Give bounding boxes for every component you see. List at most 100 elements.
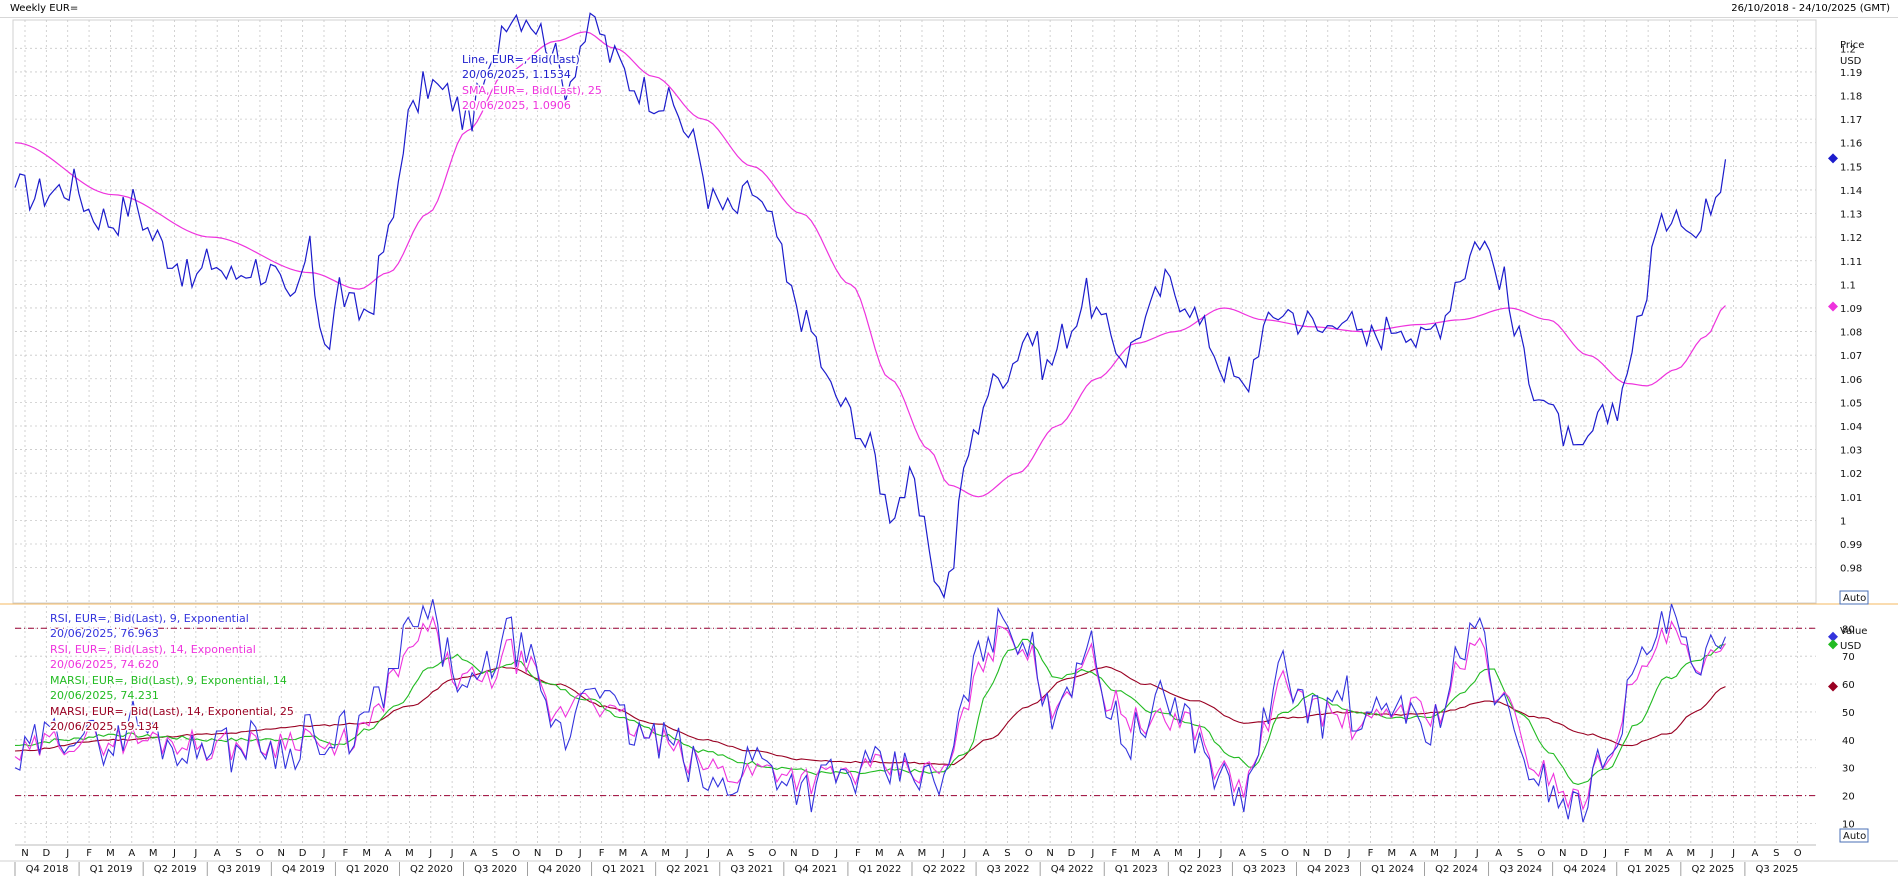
- rsi-tick-label: 40: [1842, 736, 1855, 747]
- rsi-tick-label: 10: [1842, 819, 1855, 830]
- month-tick-label: F: [1368, 848, 1374, 859]
- price-tick-label: 1.12: [1840, 233, 1862, 244]
- month-tick-label: M: [1131, 848, 1140, 859]
- month-tick-label: M: [1174, 848, 1183, 859]
- date-range-label: 26/10/2018 - 24/10/2025 (GMT): [1731, 3, 1890, 14]
- month-tick-label: J: [1475, 848, 1479, 859]
- month-tick-label: D: [811, 848, 819, 859]
- price-auto-scale-button: [1839, 590, 1869, 605]
- month-tick-label: O: [1281, 848, 1289, 859]
- chart-legends: Line, EUR=, Bid(Last) 20/06/2025, 1.1534 S…: [49, 52, 604, 735]
- month-tick-label: O: [1537, 848, 1545, 859]
- price-tick-label: 1.01: [1840, 493, 1862, 504]
- price-auto-scale-label: Auto: [1843, 593, 1866, 604]
- price-legend-value: 20/06/2025, 1.1534: [462, 68, 571, 81]
- quarter-tick-label: Q4 2021: [794, 864, 837, 875]
- month-tick-label: A: [1495, 848, 1502, 859]
- quarter-tick-label: Q1 2021: [602, 864, 645, 875]
- month-tick-label: J: [578, 848, 582, 859]
- quarter-tick-label: Q3 2023: [1243, 864, 1286, 875]
- month-tick-label: D: [1068, 848, 1076, 859]
- month-tick-label: M: [1644, 848, 1653, 859]
- rsi-legend-value: 20/06/2025, 74.620: [50, 658, 159, 671]
- price-legend-label: Line, EUR=, Bid(Last): [462, 53, 580, 66]
- rsi-axis-title: Value: [1840, 626, 1867, 637]
- month-tick-label: N: [1559, 848, 1566, 859]
- rsi-9-line: [14, 599, 1727, 823]
- month-tick-label: F: [599, 848, 605, 859]
- month-tick-label: J: [172, 848, 176, 859]
- quarter-tick-label: Q2 2025: [1691, 864, 1734, 875]
- price-tick-label: 1.18: [1840, 92, 1862, 103]
- quarter-tick-label: Q1 2025: [1627, 864, 1670, 875]
- rsi-tick-label: 50: [1842, 708, 1855, 719]
- price-legend-label: SMA, EUR=, Bid(Last), 25: [462, 84, 602, 97]
- rsi-legend-label: RSI, EUR=, Bid(Last), 9, Exponential: [50, 612, 249, 625]
- month-tick-label: M: [661, 848, 670, 859]
- quarter-tick-label: Q4 2022: [1051, 864, 1094, 875]
- month-tick-label: M: [918, 848, 927, 859]
- price-tick-label: 1.16: [1840, 139, 1862, 150]
- price-tick-label: 1.2: [1840, 44, 1856, 55]
- month-tick-label: M: [149, 848, 158, 859]
- price-panel-frame: [12, 19, 1817, 604]
- month-tick-label: O: [1025, 848, 1033, 859]
- month-tick-label: J: [1197, 848, 1201, 859]
- quarter-tick-label: Q3 2021: [730, 864, 773, 875]
- month-tick-label: S: [235, 848, 241, 859]
- quarter-tick-label: Q3 2020: [474, 864, 517, 875]
- price-tick-label: 1.1: [1840, 280, 1856, 291]
- price-tick-label: 1.06: [1840, 375, 1862, 386]
- month-tick-label: F: [86, 848, 92, 859]
- month-tick-label: A: [1410, 848, 1417, 859]
- month-tick-label: N: [21, 848, 28, 859]
- price-tick-label: 0.98: [1840, 564, 1862, 575]
- month-tick-label: O: [1794, 848, 1802, 859]
- month-tick-label: N: [1046, 848, 1053, 859]
- rsi-14-line: [14, 615, 1726, 811]
- month-tick-label: J: [962, 848, 966, 859]
- month-tick-label: A: [470, 848, 477, 859]
- month-tick-label: M: [1687, 848, 1696, 859]
- month-tick-label: J: [65, 848, 69, 859]
- month-tick-label: J: [685, 848, 689, 859]
- month-tick-label: M: [362, 848, 371, 859]
- price-tick-label: 1.05: [1840, 398, 1862, 409]
- month-tick-label: A: [1239, 848, 1246, 859]
- price-panel: [14, 12, 1727, 600]
- month-tick-label: J: [1731, 848, 1735, 859]
- month-tick-label: N: [1303, 848, 1310, 859]
- price-tick-label: 1.08: [1840, 328, 1862, 339]
- rsi-tick-label: 80: [1842, 624, 1855, 635]
- price-tick-label: 1.04: [1840, 422, 1862, 433]
- rsi-auto-scale-button: [1839, 828, 1869, 843]
- month-tick-label: A: [1153, 848, 1160, 859]
- price-tick-label: 1.17: [1840, 115, 1862, 126]
- month-tick-label: A: [1666, 848, 1673, 859]
- month-tick-label: J: [1219, 848, 1223, 859]
- month-tick-label: J: [1090, 848, 1094, 859]
- last-marsi14-marker: [1828, 681, 1838, 692]
- month-tick-label: J: [322, 848, 326, 859]
- month-tick-label: S: [1773, 848, 1779, 859]
- rsi-axis-unit: USD: [1840, 641, 1862, 652]
- rsi-panel: [14, 599, 1727, 823]
- month-tick-label: N: [790, 848, 797, 859]
- quarter-tick-label: Q1 2024: [1371, 864, 1414, 875]
- month-tick-label: A: [983, 848, 990, 859]
- month-tick-label: J: [1347, 848, 1351, 859]
- quarter-tick-label: Q3 2019: [218, 864, 261, 875]
- rsi-legend-value: 20/06/2025, 59.134: [50, 720, 159, 733]
- rsi-legend-label: RSI, EUR=, Bid(Last), 14, Exponential: [50, 643, 256, 656]
- quarter-tick-label: Q3 2022: [987, 864, 1030, 875]
- month-tick-label: N: [278, 848, 285, 859]
- month-tick-label: M: [619, 848, 628, 859]
- rsi-auto-scale-label: Auto: [1843, 831, 1866, 842]
- chart-grid: [0, 19, 1898, 843]
- price-tick-label: 1: [1840, 516, 1846, 527]
- month-tick-label: J: [428, 848, 432, 859]
- month-tick-label: A: [128, 848, 135, 859]
- quarter-tick-label: Q2 2024: [1435, 864, 1478, 875]
